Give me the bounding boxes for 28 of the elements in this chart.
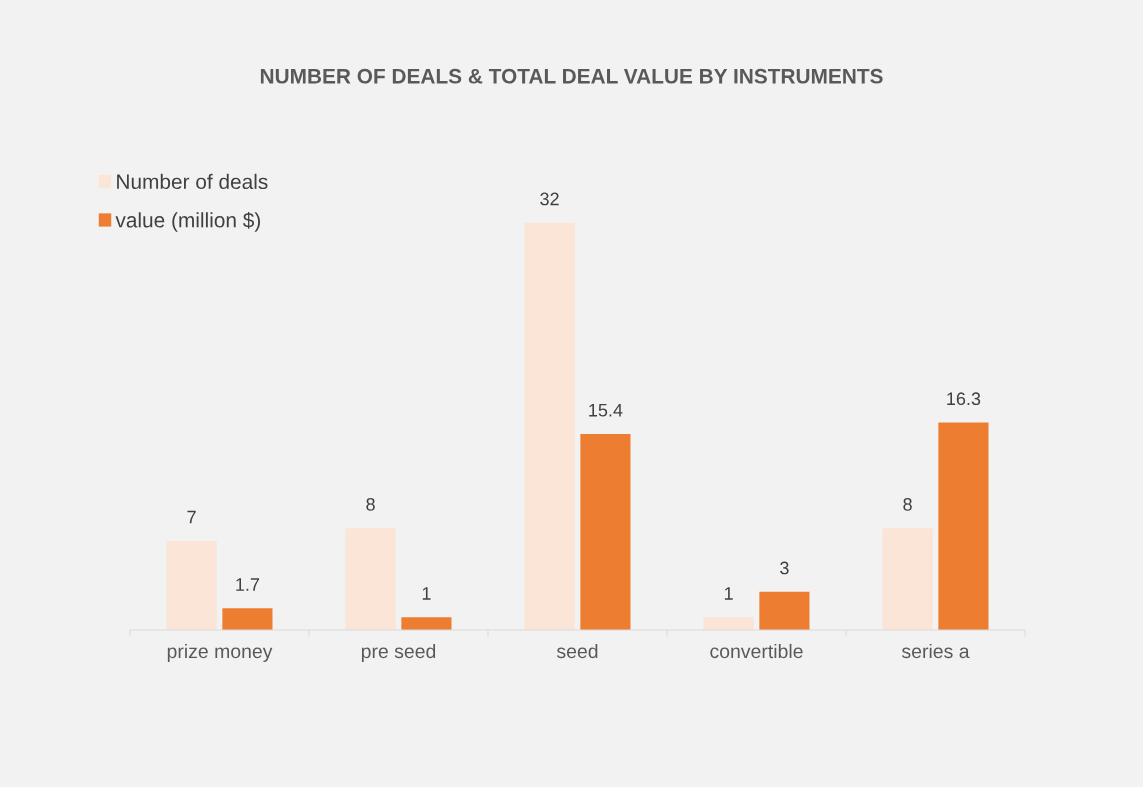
bar [938,422,989,630]
x-tick-label: pre seed [361,643,436,663]
data-label: 32 [540,192,559,206]
bar [345,528,396,630]
data-label: 8 [366,497,375,511]
data-label: 15.4 [589,403,623,417]
legend-label: Number of deals [117,173,268,190]
x-tick-label: convertible [710,643,803,659]
bar [580,434,631,630]
bar [703,617,754,630]
bar [222,608,273,630]
x-tick-label: series a [902,643,970,659]
bar [882,528,933,630]
data-label: 7 [187,510,196,524]
legend-label: value (million $) [115,211,261,232]
chart-title: NUMBER OF DEALS & TOTAL DEAL VALUE BY INSTRUMENTS [260,68,883,84]
data-label: 1 [422,587,431,600]
bar [524,222,575,630]
bar [759,591,810,630]
data-label: 16.3 [947,392,981,406]
data-label: 3 [780,561,789,575]
x-tick-label: prize money [167,643,273,663]
bar [166,540,217,630]
data-label: 1.7 [236,578,260,591]
data-label: 8 [903,497,912,511]
data-label: 1 [724,587,733,600]
bar [401,617,452,630]
x-tick-label: seed [556,643,598,659]
